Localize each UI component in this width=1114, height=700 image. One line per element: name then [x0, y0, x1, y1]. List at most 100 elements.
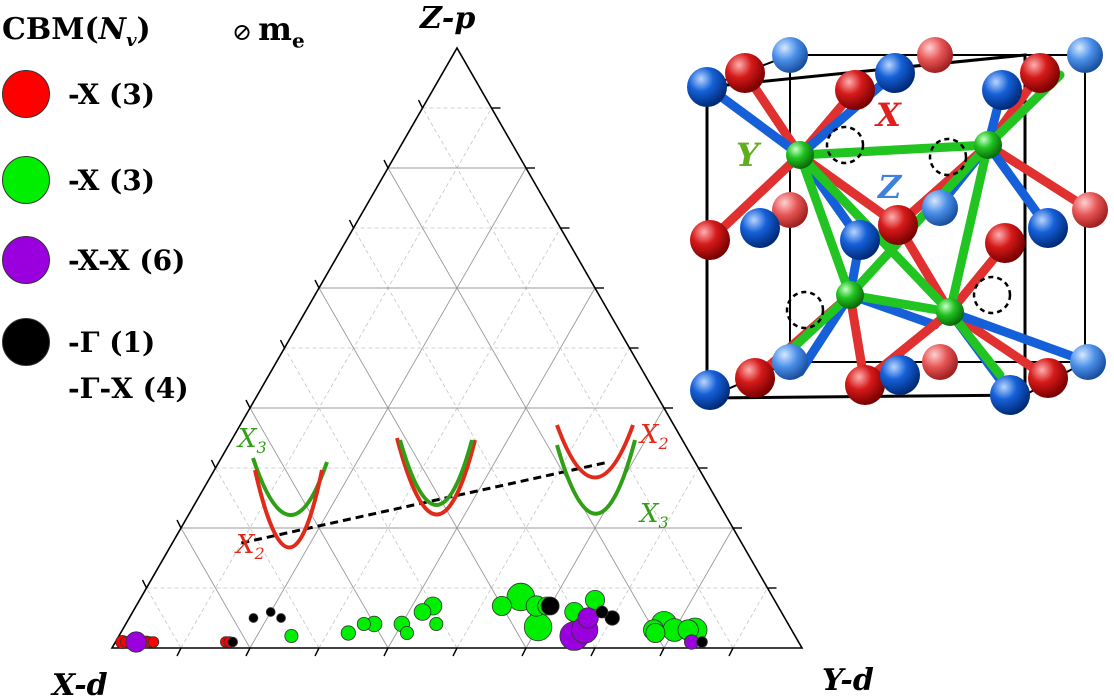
tick-bottom: [452, 647, 458, 657]
label-x3-right: X3: [638, 499, 669, 532]
data-point: [696, 636, 708, 648]
axis-label-top: Z-p: [419, 1, 475, 36]
tick-bottom: [176, 647, 182, 657]
ternary-grid: [146, 107, 768, 649]
data-point: [523, 612, 553, 642]
data-point: [429, 617, 444, 632]
data-point: [491, 596, 512, 617]
me-sub: e: [291, 28, 305, 53]
label-x2-left: X2: [234, 530, 265, 563]
data-point: [595, 605, 609, 619]
data-point: [540, 596, 560, 616]
grid-line-y: [732, 587, 768, 649]
tick-left: [176, 519, 182, 529]
legend-title-text: CBM(: [2, 12, 99, 47]
legend-marker-purple: [2, 236, 50, 284]
data-point: [585, 590, 606, 611]
tick-bottom: [728, 647, 734, 657]
tick-bottom: [659, 647, 665, 657]
legend-label-red: -X (3): [68, 78, 156, 111]
band-x3-curve-right: [555, 439, 637, 516]
grid-line-x: [422, 107, 734, 649]
legend: CBM(Nv) ⊘ me -X (3) -X (3) -X-X (6) -Γ (1…: [0, 0, 340, 420]
data-point: [645, 623, 666, 644]
legend-item-red: -X (3): [0, 70, 300, 126]
legend-title: CBM(Nv): [2, 12, 151, 51]
crystal-structure: X Y Z: [687, 37, 1108, 415]
data-point: [284, 629, 299, 644]
vacancy-circles: [785, 125, 1012, 330]
diameter-symbol: ⊘: [232, 18, 253, 46]
legend-item-green: -X (3): [0, 156, 300, 212]
tick-left: [210, 459, 217, 469]
tick-bottom: [590, 647, 596, 657]
data-point: [413, 603, 432, 621]
grid-line-x: [318, 287, 527, 649]
tick-left: [383, 159, 389, 169]
structure-label-x: X: [874, 96, 902, 134]
legend-title-close: ): [136, 12, 151, 47]
divider-line: [241, 460, 610, 545]
data-point: [604, 610, 620, 626]
tick-left: [417, 99, 424, 109]
structure-label-y: Y: [736, 136, 762, 174]
ternary-frame: [110, 46, 804, 649]
tick-left: [279, 339, 286, 349]
legend-item-black: -Γ (1): [0, 318, 300, 374]
ternary-ticks: [141, 99, 777, 657]
label-x2-right: X2: [638, 420, 669, 453]
legend-marker-green: [2, 156, 50, 204]
legend-label-black: -Γ (1): [68, 326, 156, 359]
label-x3-left: X3: [236, 424, 267, 457]
grid-line-x: [249, 407, 389, 649]
legend-title-sub: v: [126, 30, 137, 51]
legend-marker-black: [2, 318, 50, 366]
data-point: [265, 607, 276, 617]
data-point: [399, 626, 414, 641]
data-point: [356, 617, 371, 632]
legend-label-gamma-x: -Γ-X (4): [68, 372, 189, 405]
grid-line-x: [180, 527, 251, 649]
axis-label-left: X-d: [50, 668, 108, 700]
band-inset-middle: [395, 437, 477, 517]
legend-marker-red: [2, 70, 50, 118]
band-x2-curve-right: [555, 424, 635, 480]
axis-label-right: Y-d: [822, 663, 874, 698]
grid-line-y: [318, 227, 561, 649]
data-point: [227, 636, 238, 648]
tick-left: [141, 579, 148, 589]
tick-left: [314, 279, 320, 289]
structure-label-z: Z: [876, 168, 903, 206]
band-inset-right: X2 X3: [555, 420, 669, 532]
data-point: [276, 613, 286, 623]
grid-line-x: [146, 587, 182, 649]
tick-bottom: [314, 647, 320, 657]
data-point: [147, 636, 160, 648]
cation-z-atom: [687, 67, 727, 107]
grid-line-x: [353, 227, 596, 649]
data-point: [125, 631, 147, 653]
legend-label-purple: -X-X (6): [68, 244, 186, 277]
legend-label-green: -X (3): [68, 164, 156, 197]
atoms-back: [772, 37, 1108, 380]
tick-left: [245, 399, 251, 409]
grid-line-y: [456, 347, 630, 649]
anion-x-atom: [690, 220, 730, 260]
atoms-front: [687, 53, 1068, 415]
band-inset-left: X3 X2: [234, 424, 329, 563]
cation-y-atom: [786, 141, 814, 169]
band-x2-curve-middle: [395, 437, 477, 517]
effective-mass-label: ⊘ me: [232, 10, 305, 52]
band-x2-curve: [253, 469, 324, 550]
me-text: m: [258, 10, 292, 48]
legend-title-nv: N: [98, 12, 127, 47]
tick-bottom: [521, 647, 527, 657]
data-point: [340, 625, 356, 641]
tick-left: [348, 219, 355, 229]
data-point: [577, 607, 599, 629]
data-point: [248, 613, 259, 623]
data-points: [115, 582, 708, 653]
legend-item-purple: -X-X (6): [0, 236, 300, 292]
tick-bottom: [245, 647, 251, 657]
